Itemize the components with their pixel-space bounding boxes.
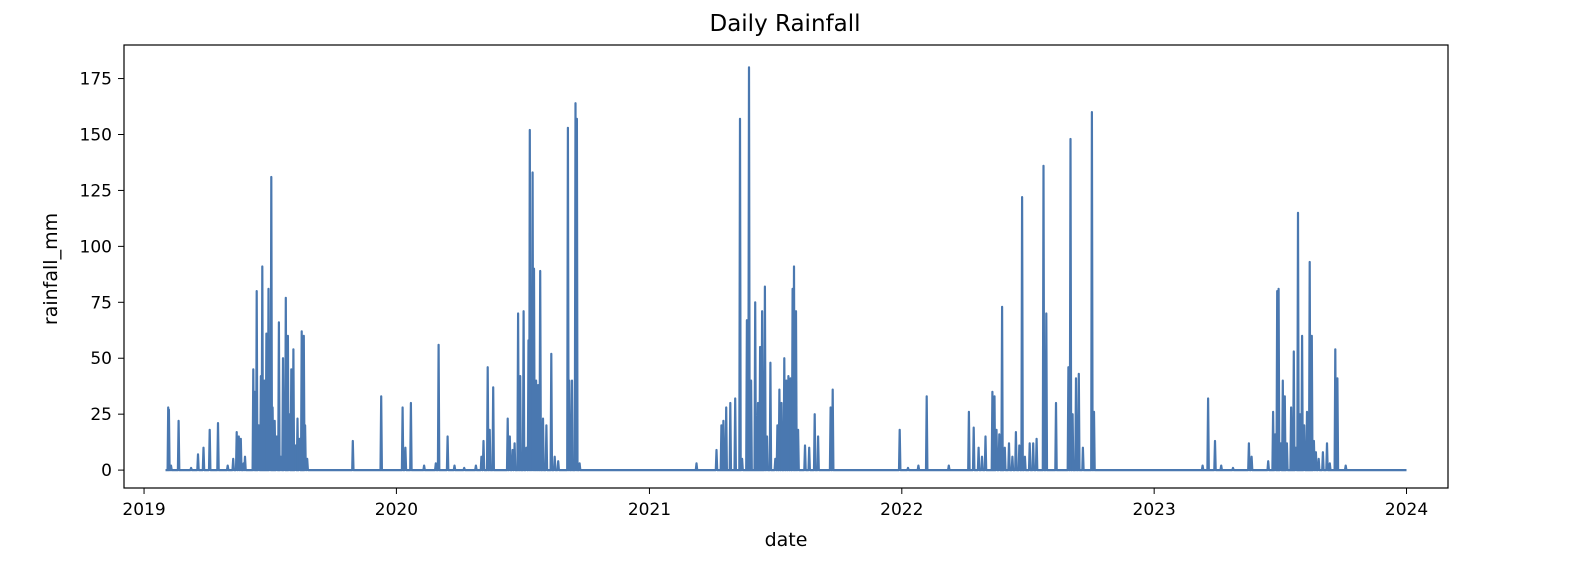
- plot-area: [123, 44, 1449, 489]
- y-tick-label: 25: [90, 405, 112, 425]
- chart-title: Daily Rainfall: [709, 11, 860, 37]
- x-axis-label: date: [765, 529, 808, 551]
- y-tick-label: 0: [101, 461, 112, 481]
- y-tick-label: 100: [80, 237, 112, 257]
- y-tick-label: 150: [80, 125, 112, 145]
- y-axis-label: rainfall_mm: [40, 213, 62, 325]
- x-tick-label: 2021: [628, 500, 671, 520]
- x-tick-label: 2020: [375, 500, 418, 520]
- x-tick-label: 2022: [880, 500, 923, 520]
- y-tick-label: 125: [80, 181, 112, 201]
- x-tick-label: 2023: [1133, 500, 1176, 520]
- x-axis: 2019 2020 2021 2022 2023 2024: [122, 488, 1428, 520]
- series-layer: [165, 66, 1407, 472]
- y-tick-label: 175: [80, 70, 112, 90]
- plot-frame: [123, 44, 1449, 489]
- x-tick-label: 2019: [122, 500, 165, 520]
- y-axis: 0 25 50 75 100 125 150 175: [80, 70, 124, 481]
- x-tick-label: 2024: [1385, 500, 1428, 520]
- y-tick-label: 75: [90, 293, 112, 313]
- y-tick-label: 50: [90, 349, 112, 369]
